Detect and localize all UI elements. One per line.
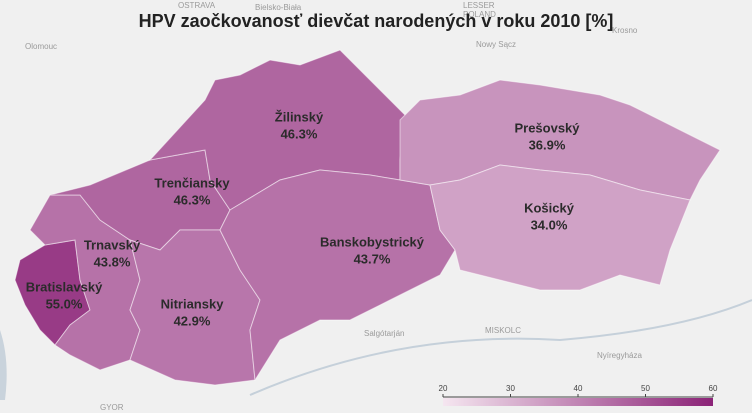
- place-label: Salgótarján: [364, 329, 404, 338]
- place-label: POLAND: [463, 10, 496, 19]
- river: [249, 299, 752, 396]
- colorbar-bar: [443, 398, 713, 406]
- region-name: Trnavský: [84, 237, 141, 252]
- region-name: Košický: [524, 200, 575, 215]
- regions: [14, 49, 721, 386]
- region-name: Prešovský: [514, 120, 580, 135]
- region-name: Trenčiansky: [154, 175, 230, 190]
- place-label: Olomouc: [25, 42, 57, 51]
- region: [429, 164, 691, 291]
- chart-title: HPV zaočkovanosť dievčat narodených v ro…: [139, 11, 614, 31]
- place-label: Krosno: [612, 26, 638, 35]
- region-name: Banskobystrický: [320, 234, 425, 249]
- region-value: 55.0%: [46, 296, 83, 311]
- tick-label: 60: [709, 384, 718, 393]
- place-label: OSTRAVA: [178, 1, 216, 10]
- place-label: Bielsko-Biała: [255, 3, 302, 12]
- tick-label: 40: [574, 384, 583, 393]
- region-value: 43.7%: [354, 251, 391, 266]
- colorbar: 20 30 40 50 60: [439, 384, 718, 406]
- place-label: MISKOLC: [485, 326, 521, 335]
- region-labels: Bratislavský 55.0% Trnavský 43.8% Trenčiansk…: [26, 109, 581, 328]
- tick-label: 50: [641, 384, 650, 393]
- place-label: GYOR: [100, 403, 124, 412]
- place-label: Nyíregyháza: [597, 351, 642, 360]
- region-value: 34.0%: [531, 217, 568, 232]
- region-value: 46.3%: [174, 192, 211, 207]
- region: [219, 169, 456, 382]
- tick-label: 30: [506, 384, 515, 393]
- place-label: Nowy Sącz: [476, 40, 516, 49]
- region-value: 46.3%: [281, 126, 318, 141]
- tick-label: 20: [439, 384, 448, 393]
- region-name: Žilinský: [275, 109, 324, 124]
- region-value: 36.9%: [529, 137, 566, 152]
- region-value: 43.8%: [94, 254, 131, 269]
- region-name: Nitriansky: [161, 296, 225, 311]
- region-value: 42.9%: [174, 313, 211, 328]
- water: [0, 330, 7, 400]
- place-label: LESSER: [463, 1, 495, 10]
- region-name: Bratislavský: [26, 279, 103, 294]
